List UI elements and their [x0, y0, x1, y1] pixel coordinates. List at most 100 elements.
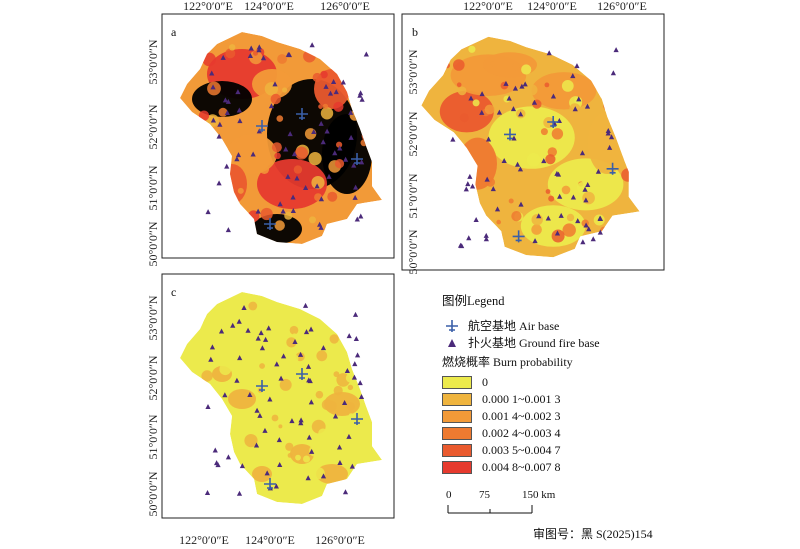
ground-fire-base-marker [222, 392, 228, 398]
ground-fire-base-marker [348, 134, 354, 140]
panel-a-letter: a [171, 25, 177, 39]
ground-fire-base-marker [597, 215, 604, 221]
panel-a-burn-speck [309, 216, 316, 224]
panel-a-burn-speck [274, 220, 285, 231]
panel-c-burn-speck [316, 350, 328, 362]
ground-fire-base-marker [302, 302, 309, 308]
ground-fire-base-marker [346, 333, 352, 339]
legend-air-base: 航空基地 Air base [442, 317, 702, 334]
panel-b-burn-speck [562, 223, 576, 237]
panel-a-burn-speck [282, 87, 288, 93]
ground-fire-base-marker [582, 186, 588, 192]
panel-b-burn-speck [450, 192, 458, 200]
ground-fire-base-marker [340, 79, 346, 85]
ground-fire-base-marker [510, 106, 517, 112]
ground-fire-base-marker [605, 130, 611, 136]
ground-fire-base-marker [205, 403, 211, 409]
lat-label-b-2: 52°0′0″N [406, 111, 420, 156]
ground-fire-base-marker [298, 420, 304, 426]
ground-fire-base-marker [503, 80, 509, 86]
panel-b-burn-speck [551, 128, 564, 140]
panel-a-burn-speck [274, 152, 281, 160]
panel-a-burn-speck [251, 232, 257, 238]
air-base-marker [256, 380, 268, 392]
ground-fire-base-marker [291, 151, 298, 157]
ground-fire-base-marker [518, 201, 524, 207]
lat-label-c-3: 51°0′0″N [146, 414, 160, 459]
ground-fire-base-marker [512, 85, 519, 91]
ground-fire-base-marker [285, 51, 291, 57]
panel-c-burn-speck [219, 363, 232, 376]
scale-label-0: 0 [446, 489, 452, 501]
panel-b-burn-speck [496, 219, 502, 225]
panel-b-burn-speck [561, 185, 571, 195]
ground-fire-base-marker [222, 97, 229, 103]
panel-a-burn-speck [200, 54, 206, 60]
ground-fire-base-marker [337, 145, 343, 151]
ground-fire-base-marker [216, 133, 222, 139]
panel-b-burn-speck [511, 211, 522, 222]
ground-fire-base-marker [298, 417, 304, 423]
panel-c-burn-patch [228, 389, 256, 409]
panel-a-burn-speck [271, 142, 282, 153]
ground-fire-base-marker [506, 95, 512, 101]
panel-c-burn-speck [354, 304, 361, 311]
ground-fire-base-marker [254, 407, 260, 413]
ground-fire-base-marker [210, 117, 217, 123]
panel-b-burn-patch [520, 205, 586, 247]
ground-fire-base-marker [353, 336, 359, 342]
panel-a-burn-speck [361, 80, 373, 92]
panel-b-burn-speck [444, 62, 450, 69]
air-base-marker [264, 478, 276, 490]
panel-a-burn-speck [260, 207, 273, 221]
ground-fire-base-marker [225, 454, 232, 460]
panel-c-fill-layer [180, 292, 382, 504]
panel-c-burn-speck [351, 445, 364, 458]
ground-fire-base-marker [236, 107, 242, 113]
panel-b-burn-speck [585, 238, 591, 244]
panel-b-burn-speck [456, 82, 462, 87]
panel-c-burn-speck [201, 370, 213, 382]
panel-b-burn-speck [459, 113, 469, 123]
panel-b-burn-speck [545, 154, 556, 165]
legend-class-0-label: 0 [482, 375, 488, 389]
panel-c-burn-speck [360, 463, 373, 476]
ground-fire-base-marker [466, 235, 472, 241]
panel-a-burn-speck [318, 104, 323, 109]
ground-fire-base-marker [541, 158, 547, 164]
air-base-marker [296, 108, 308, 120]
ground-fire-base-marker [274, 361, 280, 367]
panel-c-burn-patch [252, 466, 272, 482]
ground-fire-base-marker [357, 380, 363, 386]
scale-label-150: 150 km [522, 489, 556, 501]
panel-c-burn-speck [333, 371, 340, 378]
panel-a-burn-speck [322, 103, 329, 110]
ground-fire-base-marker [268, 103, 275, 109]
ground-fire-base-marker [349, 463, 355, 469]
ground-fire-base-marker [277, 462, 283, 468]
panel-c-frame [161, 273, 395, 519]
panel-c-burn-speck [248, 301, 258, 311]
panel-c-burn-speck [346, 402, 355, 411]
legend-air-base-label: 航空基地 Air base [468, 319, 560, 333]
scale-bar-line [447, 505, 533, 514]
ground-fire-base-marker [479, 91, 485, 97]
legend-class-1-swatch [442, 393, 472, 406]
panel-a-burn-speck [226, 201, 236, 211]
panel-c-burn-speck [259, 363, 265, 369]
panel-b-burn-speck [531, 214, 543, 226]
panel-c-burn-speck [290, 354, 299, 363]
ground-fire-base-marker [572, 106, 578, 112]
ground-fire-base-marker [536, 213, 542, 219]
ground-fire-base-marker [285, 173, 291, 179]
panel-b-burn-speck [548, 195, 555, 202]
panel-b-burn-speck [508, 198, 514, 204]
ground-fire-base-marker [256, 128, 262, 134]
panel-b-letter: b [412, 25, 418, 39]
panel-c-region [180, 292, 382, 504]
ground-fire-base-marker [358, 393, 365, 399]
ground-fire-base-marker [230, 322, 236, 328]
ground-fire-base-marker [306, 377, 312, 383]
panel-c-burn-speck [306, 339, 320, 353]
ground-fire-base-marker [468, 95, 474, 101]
